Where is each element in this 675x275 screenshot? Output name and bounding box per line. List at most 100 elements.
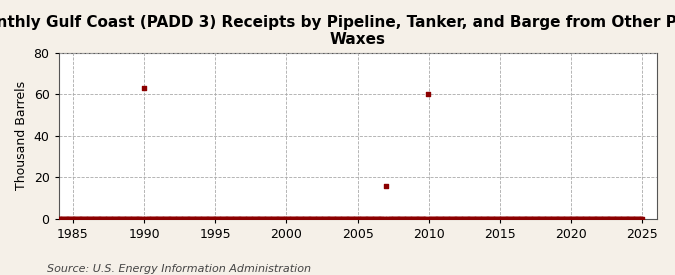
Point (325, 216, 335, 221)
Point (287, 216, 298, 221)
Point (401, 216, 412, 221)
Point (466, 216, 477, 221)
Point (452, 216, 462, 221)
Point (96, 216, 107, 221)
Point (237, 216, 248, 221)
Point (154, 216, 165, 221)
Point (387, 216, 398, 221)
Point (543, 216, 554, 221)
Point (559, 216, 570, 221)
Point (275, 216, 286, 221)
Point (199, 216, 210, 221)
Point (412, 216, 423, 221)
Point (229, 216, 240, 221)
Point (188, 216, 199, 221)
Point (113, 216, 124, 221)
Point (569, 216, 580, 221)
Point (269, 216, 280, 221)
Point (308, 216, 319, 221)
Point (616, 216, 626, 221)
Point (575, 216, 586, 221)
Point (141, 216, 152, 221)
Point (101, 216, 111, 221)
Point (250, 216, 261, 221)
Point (213, 216, 224, 221)
Point (257, 216, 268, 221)
Point (612, 216, 623, 221)
Point (479, 216, 490, 221)
Point (211, 216, 222, 221)
Point (503, 216, 514, 221)
Point (338, 216, 349, 221)
Point (294, 216, 305, 221)
Point (432, 216, 443, 221)
Point (343, 216, 354, 221)
Point (599, 216, 610, 221)
Point (611, 216, 622, 221)
Point (55, 216, 65, 221)
Point (72, 216, 83, 221)
Point (483, 216, 493, 221)
Point (354, 216, 364, 221)
Point (606, 216, 617, 221)
Point (271, 216, 282, 221)
Point (522, 216, 533, 221)
Point (157, 216, 168, 221)
Point (614, 216, 625, 221)
Point (301, 216, 312, 221)
Point (344, 216, 354, 221)
Point (59, 216, 70, 221)
Point (173, 216, 184, 221)
Point (317, 216, 327, 221)
Point (192, 216, 202, 221)
Point (491, 216, 502, 221)
Point (528, 216, 539, 221)
Point (523, 216, 534, 221)
Point (517, 216, 528, 221)
Point (379, 216, 390, 221)
Point (445, 216, 456, 221)
Point (502, 216, 512, 221)
Point (121, 216, 132, 221)
Point (163, 216, 173, 221)
Point (80, 216, 91, 221)
Point (200, 216, 211, 221)
Point (490, 216, 501, 221)
Point (625, 216, 636, 221)
Point (441, 216, 452, 221)
Point (267, 216, 277, 221)
Point (226, 216, 237, 221)
Point (85, 216, 96, 221)
Point (589, 216, 600, 221)
Point (487, 216, 498, 221)
Point (477, 216, 487, 221)
Point (450, 216, 460, 221)
Point (375, 216, 385, 221)
Point (384, 216, 395, 221)
Point (146, 216, 157, 221)
Point (107, 216, 117, 221)
Point (176, 216, 186, 221)
Point (628, 216, 639, 221)
Point (576, 216, 587, 221)
Point (329, 216, 340, 221)
Point (534, 216, 545, 221)
Point (76, 216, 86, 221)
Point (395, 216, 406, 221)
Point (475, 216, 485, 221)
Point (610, 216, 620, 221)
Point (95, 216, 105, 221)
Point (118, 216, 129, 221)
Point (273, 216, 284, 221)
Point (417, 216, 428, 221)
Point (244, 216, 255, 221)
Point (252, 216, 263, 221)
Point (334, 216, 345, 221)
Point (478, 216, 489, 221)
Point (545, 216, 556, 221)
Point (177, 216, 188, 221)
Point (608, 216, 619, 221)
Point (65, 216, 76, 221)
Point (460, 216, 471, 221)
Point (387, 216, 398, 221)
